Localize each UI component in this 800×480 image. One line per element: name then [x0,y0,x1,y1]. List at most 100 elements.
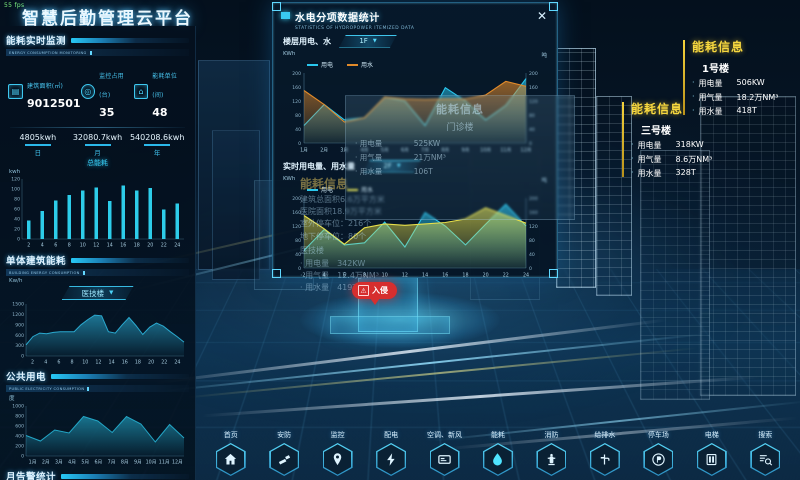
svg-text:8: 8 [68,243,71,249]
section-title: 公共用电 [6,372,47,383]
nav-item-camera[interactable]: 安防 [257,430,310,476]
nav-item-fire-hydrant[interactable]: 消防 [525,430,578,476]
svg-text:1000: 1000 [12,404,24,410]
floor-select-1[interactable]: 1F ▼ [339,35,397,48]
home-icon: ⌂ [133,84,149,99]
chart1-header: 楼层用电、水 1F ▼ [273,31,557,48]
legend-item-electricity: 用电 [307,185,333,194]
info-card-row: · 用电量 525KW [355,139,441,148]
y-axis-unit: 度 [9,396,15,402]
modal-subtitle: STATISTICS OF HYDROPOWER ITEMIZED DATA [295,25,415,31]
svg-text:900: 900 [15,322,24,328]
building-block [640,150,710,400]
building-select[interactable]: 医技楼 ▼ [62,286,134,300]
section-energy-monitoring: 能耗实时监测 ENERGY CONSUMPTION MONITORING [6,33,189,56]
svg-text:16: 16 [120,243,126,249]
subtitle-pip [89,50,92,55]
panel-title: 能耗信息 [692,40,745,54]
kpi-value: 35 [99,106,115,119]
nav-item-label: 消防 [544,431,559,439]
svg-text:120: 120 [529,223,538,229]
svg-text:0: 0 [298,265,301,271]
total-key: 月 [94,149,101,157]
total-day: 4805kwh 日 [8,133,68,157]
nav-item-elevator[interactable]: 电梯 [685,430,738,476]
nav-item-label: 配电 [384,431,399,439]
total-key: 年 [153,149,161,157]
svg-text:16: 16 [442,272,448,278]
overlay-line: 建筑总面积6.6万平方米 [300,194,385,204]
chart2-y-unit: KWh [283,175,296,182]
nav-item-home[interactable]: 首页 [204,430,257,476]
overlay-sub-title: 医技楼 [300,246,324,256]
totals-caption: 总能耗 [87,159,108,167]
panel-row: · 用水量 328T [631,168,696,178]
kpi-value: 9012501 [27,96,81,110]
elevator-icon[interactable] [696,443,727,476]
svg-text:5月: 5月 [81,460,89,466]
home-icon[interactable] [215,443,246,476]
overlay-line: 医院面积18.9万平方米 [300,206,382,216]
floor-select-1-value: 1F [359,37,368,45]
svg-text:40: 40 [14,217,20,223]
total-value: 540208.6kwh [129,133,185,142]
totals-row: 4805kwh 日 32080.7kwh 月 540208.6kwh 年 [8,133,187,157]
svg-text:24: 24 [523,272,529,278]
panel-row: · 用电量 506KW [692,78,765,88]
fire-hydrant-icon[interactable] [536,443,567,476]
svg-text:200: 200 [529,70,538,76]
left-dashboard: 能耗实时监测 ENERGY CONSUMPTION MONITORING ▤ 建… [0,26,196,480]
building-info-card: 能耗信息 门诊楼 · 用电量 525KW · 用气量 21万NM³ · 用水量 106… [345,95,575,220]
location-pin-icon[interactable] [322,443,353,476]
svg-text:40: 40 [295,251,301,257]
nav-item-location-pin[interactable]: 监控 [311,430,364,476]
svg-text:0: 0 [298,140,301,146]
search-icon[interactable] [750,443,781,476]
section-title: 月告警统计 [6,472,57,480]
svg-text:12: 12 [95,360,101,366]
nav-item-label: 监控 [330,431,345,439]
svg-text:16: 16 [122,360,128,366]
nav-item-search[interactable]: 搜索 [739,430,792,476]
chevron-down-icon: ▼ [372,38,377,44]
nav-item-parking[interactable]: 停车场 [632,430,685,476]
kpi-row: ▤ 建筑面积(㎡) 9012501 ◎ 监控占用(台) 35 ⌂ 能耗单位(间)… [8,63,187,120]
svg-text:1月: 1月 [29,460,37,466]
public-electricity-area-chart: 0 200 400 600 800 1000 1月 2月 3月 4月 5月 6月 7月 8月 9月 10月 11… [12,404,185,466]
chart1-heading: 楼层用电、水 [283,36,331,46]
svg-text:14: 14 [109,360,115,366]
svg-text:2: 2 [27,243,30,249]
svg-text:120: 120 [292,98,301,104]
legend-item-water: 用水 [347,60,373,69]
svg-text:6: 6 [343,272,346,278]
camera-icon[interactable] [269,443,300,476]
svg-text:1500: 1500 [12,302,24,308]
faucet-icon[interactable] [589,443,620,476]
water-drop-icon[interactable] [482,443,513,476]
svg-text:3月: 3月 [55,460,63,466]
nav-item-hvac[interactable]: 空调、新风 [418,430,471,476]
nav-item-water-drop[interactable]: 能耗 [471,430,524,476]
overlay-sub-row: · 用气量 12.4万NM³ [300,270,379,280]
intrusion-icon: ⚠ [358,285,369,296]
nav-item-faucet[interactable]: 给排水 [578,430,631,476]
svg-text:4: 4 [44,360,47,366]
y-axis-unit: kwh [9,169,21,175]
intrusion-label: 入侵 [372,286,388,295]
svg-text:22: 22 [503,272,509,278]
overlay-sub-row: · 用电量 342KW [300,258,366,268]
svg-text:24: 24 [174,360,180,366]
modal-header: 水电分项数据统计 STATISTICS OF HYDROPOWER ITEMIZ… [273,3,557,31]
section-subtitle: PUBLIC ELECTRICITY CONSUMPTION [9,386,85,391]
parking-icon[interactable] [643,443,674,476]
close-icon[interactable]: ✕ [536,9,547,23]
svg-text:100: 100 [11,187,20,193]
intrusion-marker[interactable]: ⚠ 入侵 [352,282,397,305]
nav-item-bolt[interactable]: 配电 [364,430,417,476]
svg-text:14: 14 [107,243,113,249]
hvac-icon[interactable] [429,443,460,476]
bolt-icon[interactable] [376,443,407,476]
svg-text:8: 8 [363,272,366,278]
kpi-label: 建筑面积(㎡) [27,82,64,90]
